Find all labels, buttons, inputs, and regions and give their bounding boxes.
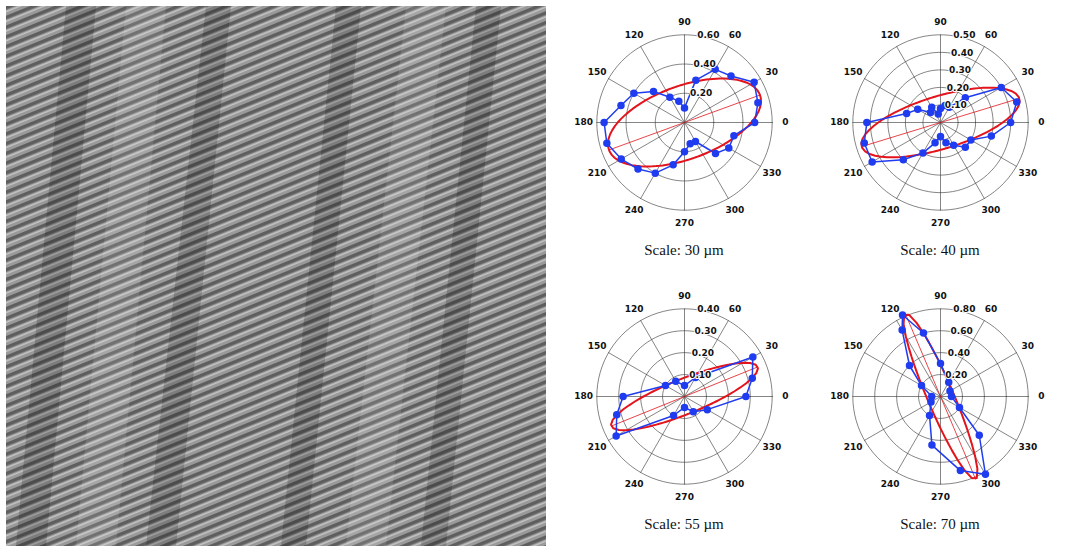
svg-text:210: 210	[588, 168, 607, 178]
svg-text:300: 300	[982, 479, 1001, 489]
svg-text:0.80: 0.80	[953, 304, 975, 314]
svg-text:300: 300	[982, 205, 1001, 215]
svg-text:0.20: 0.20	[947, 83, 969, 93]
svg-text:240: 240	[625, 479, 644, 489]
svg-text:30: 30	[766, 341, 779, 351]
svg-text:0.30: 0.30	[695, 326, 717, 336]
html-text:Scale: 70 µm: Scale: 70 µm	[900, 516, 980, 532]
svg-text:90: 90	[678, 17, 691, 27]
svg-text:0.60: 0.60	[697, 30, 719, 40]
svg-text:210: 210	[588, 442, 607, 452]
svg-text:60: 60	[729, 304, 742, 314]
svg-text:150: 150	[588, 341, 607, 351]
svg-text:270: 270	[931, 492, 950, 502]
svg-text:300: 300	[726, 205, 745, 215]
svg-text:330: 330	[762, 168, 781, 178]
html-text:Scale: 30 µm: Scale: 30 µm	[644, 242, 724, 258]
svg-text:120: 120	[625, 30, 644, 40]
svg-text:0.10: 0.10	[945, 100, 967, 110]
svg-text:0: 0	[782, 117, 788, 127]
svg-text:0.60: 0.60	[951, 326, 973, 336]
svg-text:0.40: 0.40	[948, 348, 970, 358]
svg-text:30: 30	[1022, 341, 1035, 351]
svg-text:0.20: 0.20	[945, 370, 967, 380]
svg-text:0.20: 0.20	[692, 348, 714, 358]
svg-text:0.40: 0.40	[697, 304, 719, 314]
svg-text:0: 0	[1038, 117, 1044, 127]
svg-text:270: 270	[675, 492, 694, 502]
svg-text:120: 120	[625, 304, 644, 314]
svg-text:60: 60	[985, 30, 998, 40]
svg-text:330: 330	[1018, 442, 1037, 452]
svg-text:90: 90	[934, 291, 947, 301]
html-text:Scale: 55 µm: Scale: 55 µm	[644, 516, 724, 532]
svg-text:180: 180	[830, 391, 849, 401]
svg-text:30: 30	[766, 67, 779, 77]
svg-text:330: 330	[1018, 168, 1037, 178]
svg-text:0.40: 0.40	[694, 59, 716, 69]
svg-text:240: 240	[881, 205, 900, 215]
svg-text:180: 180	[574, 391, 593, 401]
svg-text:300: 300	[726, 479, 745, 489]
svg-text:180: 180	[830, 117, 849, 127]
svg-text:240: 240	[881, 479, 900, 489]
svg-text:0: 0	[782, 391, 788, 401]
svg-text:150: 150	[588, 67, 607, 77]
svg-text:90: 90	[934, 17, 947, 27]
svg-text:150: 150	[844, 341, 863, 351]
svg-text:30: 30	[1022, 67, 1035, 77]
svg-text:150: 150	[844, 67, 863, 77]
svg-text:270: 270	[931, 218, 950, 228]
svg-text:60: 60	[729, 30, 742, 40]
svg-text:90: 90	[678, 291, 691, 301]
svg-text:210: 210	[844, 168, 863, 178]
svg-text:0.50: 0.50	[953, 30, 975, 40]
svg-text:0: 0	[1038, 391, 1044, 401]
svg-text:270: 270	[675, 218, 694, 228]
svg-text:0.30: 0.30	[949, 65, 971, 75]
svg-text:120: 120	[881, 304, 900, 314]
svg-text:60: 60	[985, 304, 998, 314]
svg-text:120: 120	[881, 30, 900, 40]
html-text:Scale: 40 µm: Scale: 40 µm	[900, 242, 980, 258]
svg-text:0.20: 0.20	[690, 88, 712, 98]
svg-text:330: 330	[762, 442, 781, 452]
svg-text:240: 240	[625, 205, 644, 215]
svg-text:0.40: 0.40	[951, 48, 973, 58]
svg-text:0.10: 0.10	[689, 370, 711, 380]
svg-text:210: 210	[844, 442, 863, 452]
svg-text:180: 180	[574, 117, 593, 127]
